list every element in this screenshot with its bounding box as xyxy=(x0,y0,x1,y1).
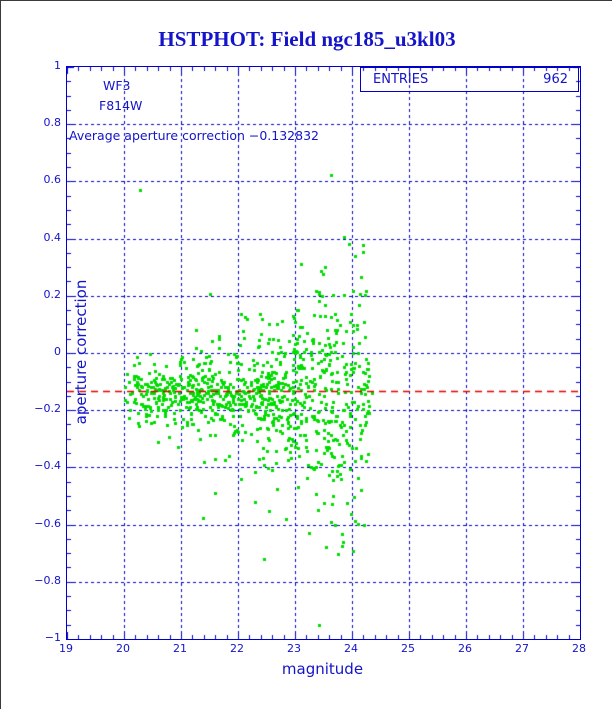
annotation-average-correction: Average aperture correction −0.132832 xyxy=(69,128,319,143)
entries-label: ENTRIES xyxy=(373,72,429,87)
x-tick-label: 23 xyxy=(287,642,301,655)
x-tick-label: 27 xyxy=(515,642,529,655)
page-title: HSTPHOT: Field ngc185_u3kl03 xyxy=(158,27,456,51)
y-tick-label: −0.4 xyxy=(34,459,61,473)
x-tick-label: 28 xyxy=(572,642,586,655)
x-tick-label: 24 xyxy=(344,642,358,655)
entries-stat-box: ENTRIES 962 xyxy=(360,67,579,92)
x-axis-label: magnitude xyxy=(281,660,364,678)
x-tick-label: 19 xyxy=(59,642,73,655)
annotation-detector: WF3 xyxy=(103,78,131,93)
x-tick-label: 22 xyxy=(230,642,244,655)
entries-value: 962 xyxy=(543,72,568,87)
annotation-filter: F814W xyxy=(99,98,143,113)
y-tick-label: 0.2 xyxy=(43,287,62,301)
y-tick-label: −0.6 xyxy=(34,516,61,530)
x-tick-label: 20 xyxy=(116,642,130,655)
y-axis-tick-labels: 1 0.8 0.6 0.4 0.2 0 −0.2 −0.4 −0.6 −0.8 −1 xyxy=(15,59,62,644)
y-tick-label: 1 xyxy=(54,59,61,72)
scatter-plot-canvas[interactable] xyxy=(67,67,580,639)
x-tick-label: 25 xyxy=(401,642,415,655)
x-axis-tick-labels: 19 20 21 22 23 24 25 26 27 28 xyxy=(59,642,586,660)
y-axis-label: aperture correction xyxy=(72,279,90,425)
x-tick-label: 26 xyxy=(458,642,472,655)
y-tick-label: 0.6 xyxy=(43,173,62,187)
y-tick-label: 0 xyxy=(54,345,61,358)
y-tick-label: −0.8 xyxy=(34,573,61,587)
y-tick-label: −0.2 xyxy=(34,402,61,416)
y-tick-label: 0.4 xyxy=(43,230,62,244)
y-tick-label: 0.8 xyxy=(43,116,62,130)
x-tick-label: 21 xyxy=(173,642,187,655)
y-tick-label: −1 xyxy=(44,631,61,644)
plot-frame: aperture correction WF3 F814W Average ap… xyxy=(66,66,581,640)
